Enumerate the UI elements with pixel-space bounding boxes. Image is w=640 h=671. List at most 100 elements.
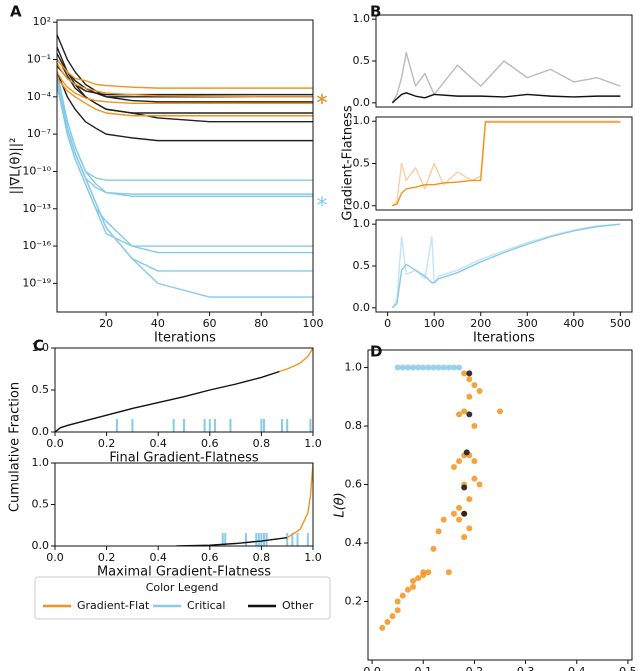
x-tick-label: 0.4 <box>149 437 167 450</box>
scatter-point <box>420 364 427 371</box>
y-tick-label: 1.0 <box>32 456 50 469</box>
x-tick-label: 80 <box>254 317 268 330</box>
x-tick-label: 0.3 <box>517 665 535 671</box>
end-marker: * <box>317 92 328 117</box>
y-tick-label: 0.4 <box>345 536 363 549</box>
scatter-point <box>425 364 432 371</box>
x-tick-label: 0.8 <box>253 437 271 450</box>
y-tick-label: 1.0 <box>353 114 371 127</box>
series-line <box>57 71 313 181</box>
scatter-point <box>394 607 401 614</box>
x-tick-label: 0.4 <box>149 551 167 564</box>
y-tick-label: 0.5 <box>32 383 50 396</box>
plot-frame <box>54 462 314 547</box>
series-line <box>57 34 313 103</box>
x-axis-label: Maximal Gradient-Flatness <box>97 565 271 580</box>
series-line <box>57 59 313 123</box>
panel-label: D <box>370 343 382 361</box>
y-tick-label: 10² <box>33 15 51 28</box>
legend-title: Color Legend <box>146 581 219 594</box>
y-tick-label: 0.8 <box>345 419 363 432</box>
y-axis-label: ||∇L(θ)||² <box>9 138 24 195</box>
plot-frame <box>375 219 633 313</box>
series-line <box>57 77 313 117</box>
series-line <box>391 92 621 104</box>
y-tick-label: 0.5 <box>353 54 371 67</box>
scatter-point <box>456 364 463 371</box>
series-line <box>392 121 621 207</box>
scatter-point <box>461 510 468 517</box>
y-axis-label: Cumulative Fraction <box>8 382 23 512</box>
y-tick-label: 10⁻⁷ <box>27 127 51 140</box>
x-tick-label: 500 <box>610 317 631 330</box>
scatter-point <box>394 364 401 371</box>
scatter-point <box>466 370 473 377</box>
y-tick-label: 1.0 <box>353 12 371 25</box>
x-tick-label: 0.0 <box>46 437 64 450</box>
scatter-point <box>466 376 473 383</box>
scatter-point <box>445 364 452 371</box>
scatter-point <box>420 569 427 576</box>
plot-area <box>391 51 621 104</box>
series-line <box>55 370 280 432</box>
scatter-point <box>466 411 473 418</box>
series-line <box>391 223 621 309</box>
scatter-point <box>450 364 457 371</box>
series-line <box>57 71 313 142</box>
scatter-point <box>450 510 457 517</box>
y-axis-label: Gradient-Flatness <box>341 105 356 220</box>
y-tick-label: 10⁻¹⁹ <box>22 276 51 289</box>
scatter-point <box>476 387 483 394</box>
plot-frame <box>56 19 314 313</box>
panel-label: B <box>370 3 381 21</box>
plot-area <box>391 223 621 309</box>
x-tick-label: 0.5 <box>619 665 637 671</box>
y-tick-label: 0.0 <box>353 96 371 109</box>
y-tick-label: 10⁻⁴ <box>27 90 52 103</box>
x-tick-label: 0.6 <box>201 437 219 450</box>
x-tick-label: 0.8 <box>253 551 271 564</box>
scatter-point <box>430 364 437 371</box>
series-line <box>57 71 313 105</box>
x-tick-label: 0.1 <box>415 665 433 671</box>
panel-label: C <box>33 337 44 355</box>
scatter-point <box>461 484 468 491</box>
plot-area <box>176 463 313 546</box>
scatter-point <box>410 364 417 371</box>
end-marker: * <box>317 92 328 117</box>
x-tick-label: 100 <box>303 317 324 330</box>
plot-frame <box>375 14 633 108</box>
series-line <box>57 84 313 247</box>
scatter-point <box>389 613 396 620</box>
plot-frame <box>367 349 633 661</box>
series-line <box>57 78 313 298</box>
scatter-point <box>461 370 468 377</box>
y-tick-label: 0.6 <box>345 478 363 491</box>
x-axis-label: Iterations <box>154 331 216 346</box>
x-tick-label: 0.2 <box>466 665 484 671</box>
scatter-point <box>379 624 386 631</box>
scatter-point <box>384 618 391 625</box>
plot-area <box>391 120 621 207</box>
x-tick-label: 100 <box>424 317 445 330</box>
legend-label: Gradient-Flat <box>77 599 150 612</box>
plot-area <box>55 348 313 432</box>
scatter-point <box>410 583 417 590</box>
x-tick-label: 0.0 <box>363 665 381 671</box>
x-tick-label: 0.2 <box>98 437 116 450</box>
scatter-point <box>394 598 401 605</box>
x-tick-label: 60 <box>203 317 217 330</box>
scatter-point <box>466 496 473 503</box>
x-axis-label: Final Gradient-Flatness <box>109 451 259 466</box>
scatter-point <box>497 408 503 415</box>
x-tick-label: 40 <box>151 317 165 330</box>
series-line <box>391 120 621 207</box>
plot-frame <box>54 347 314 433</box>
scatter-point <box>399 364 406 371</box>
legend-label: Other <box>282 599 314 612</box>
series-line <box>57 59 313 89</box>
scatter-point <box>415 364 422 371</box>
scatter-point <box>435 528 442 535</box>
series-line <box>57 62 313 98</box>
